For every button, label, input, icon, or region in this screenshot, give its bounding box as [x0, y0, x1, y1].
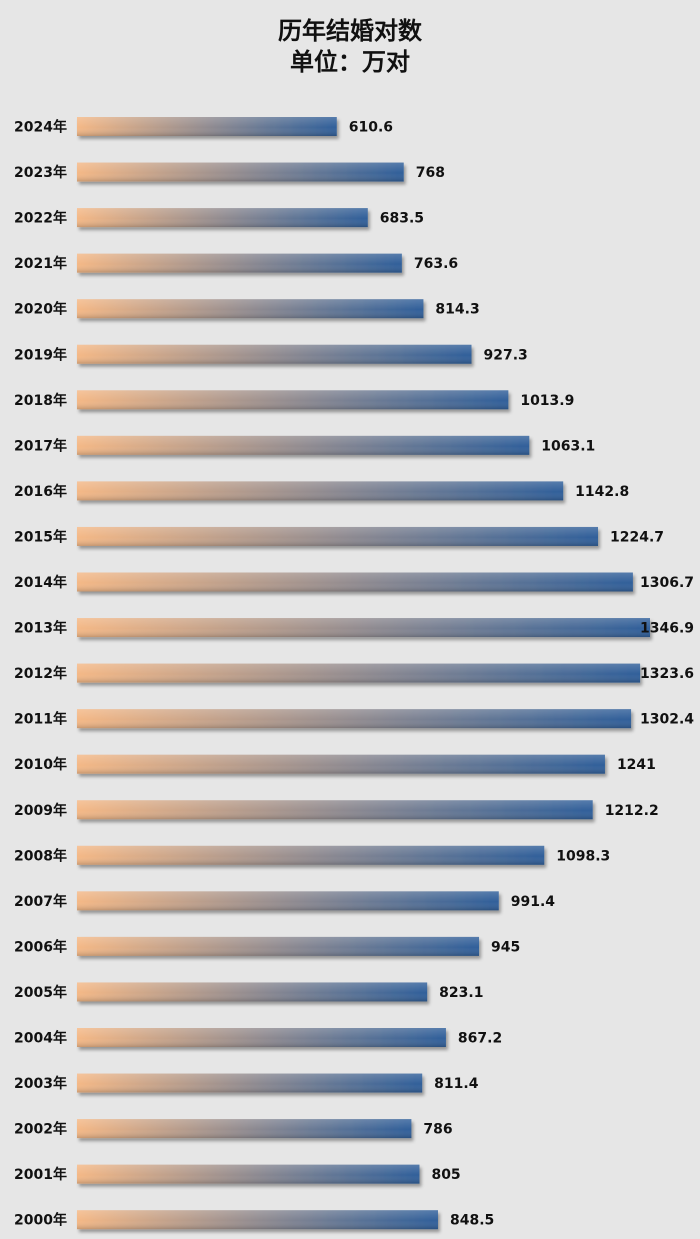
- category-label: 2020年: [14, 301, 67, 318]
- bar-shading: [77, 936, 480, 956]
- value-label: 814.3: [435, 302, 479, 318]
- value-label: 610.6: [349, 120, 393, 136]
- category-label: 2011年: [14, 711, 67, 728]
- category-label: 2022年: [14, 210, 67, 227]
- bar-shading: [77, 344, 472, 364]
- category-label: 2015年: [14, 528, 67, 545]
- value-label: 927.3: [483, 347, 527, 363]
- category-label: 2024年: [14, 119, 67, 136]
- value-label: 786: [423, 1122, 452, 1138]
- bar-shading: [77, 162, 404, 182]
- bar-shading: [77, 390, 509, 410]
- bar-shading: [77, 253, 402, 273]
- value-label: 823.1: [439, 985, 483, 1001]
- bar-shading: [77, 891, 499, 911]
- bar-shading: [77, 618, 650, 638]
- bar-shading: [77, 1164, 420, 1184]
- category-label: 2023年: [14, 164, 67, 181]
- category-label: 2008年: [14, 847, 67, 864]
- category-label: 2005年: [14, 984, 67, 1001]
- category-label: 2021年: [14, 255, 67, 272]
- category-label: 2000年: [14, 1212, 67, 1229]
- category-label: 2004年: [14, 1030, 67, 1047]
- value-label: 768: [416, 165, 445, 181]
- bar-shading: [77, 435, 530, 455]
- bar-shading: [77, 1210, 438, 1230]
- value-label: 1346.9: [640, 621, 694, 637]
- bar-shading: [77, 663, 641, 683]
- bar-shading: [77, 208, 368, 228]
- value-label: 811.4: [434, 1076, 479, 1092]
- bar-shading: [77, 1073, 423, 1093]
- category-label: 2013年: [14, 620, 67, 637]
- bar-shading: [77, 117, 337, 136]
- value-label: 1063.1: [541, 438, 595, 454]
- bar-shading: [77, 572, 633, 592]
- category-label: 2007年: [14, 893, 67, 910]
- category-label: 2019年: [14, 346, 67, 363]
- bar-shading: [77, 481, 564, 501]
- category-label: 2018年: [14, 392, 67, 409]
- bar-shading: [77, 754, 605, 774]
- category-label: 2010年: [14, 756, 67, 773]
- value-label: 991.4: [511, 894, 556, 910]
- category-label: 2006年: [14, 938, 67, 955]
- value-label: 945: [491, 939, 520, 955]
- chart-title: 历年结婚对数: [278, 17, 422, 45]
- bar-shading: [77, 845, 545, 865]
- value-label: 805: [431, 1167, 460, 1183]
- category-label: 2002年: [14, 1121, 67, 1138]
- category-label: 2016年: [14, 483, 67, 500]
- value-label: 1013.9: [520, 393, 574, 409]
- bar-shading: [77, 1119, 412, 1139]
- value-label: 1224.7: [610, 529, 664, 545]
- bar-shading: [77, 709, 632, 729]
- category-label: 2017年: [14, 437, 67, 454]
- value-label: 1142.8: [575, 484, 629, 500]
- value-label: 1306.7: [640, 575, 694, 591]
- value-label: 1241: [617, 757, 656, 773]
- bar-shading: [77, 526, 599, 546]
- chart-subtitle: 单位：万对: [290, 48, 410, 76]
- value-label: 1302.4: [640, 712, 694, 728]
- category-label: 2003年: [14, 1075, 67, 1092]
- bar-shading: [77, 800, 593, 820]
- value-label: 763.6: [414, 256, 458, 272]
- category-label: 2012年: [14, 665, 67, 682]
- value-label: 1323.6: [640, 666, 694, 682]
- value-label: 1212.2: [605, 803, 659, 819]
- value-label: 1098.3: [556, 848, 610, 864]
- bar-shading: [77, 299, 424, 319]
- category-label: 2009年: [14, 802, 67, 819]
- category-label: 2001年: [14, 1166, 67, 1183]
- value-label: 848.5: [450, 1213, 494, 1229]
- value-label: 683.5: [380, 211, 424, 227]
- category-label: 2014年: [14, 574, 67, 591]
- bar-shading: [77, 982, 428, 1002]
- bar-shading: [77, 1028, 446, 1047]
- value-label: 867.2: [458, 1031, 502, 1047]
